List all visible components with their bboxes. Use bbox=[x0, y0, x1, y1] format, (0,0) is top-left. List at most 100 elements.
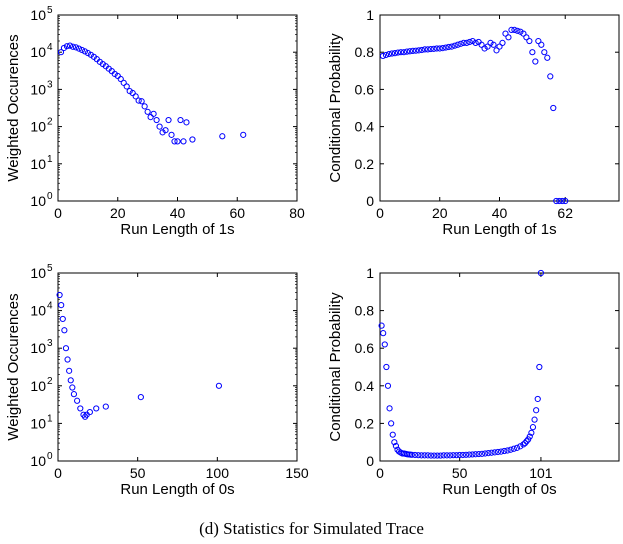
x-tick-label: 0 bbox=[376, 205, 384, 221]
data-point bbox=[381, 341, 388, 348]
y-tick-label: 0 bbox=[366, 193, 374, 209]
data-point bbox=[463, 39, 470, 47]
y-tick-label: 10 bbox=[30, 7, 46, 23]
x-axis-label: Run Length of 0s bbox=[120, 481, 234, 498]
data-point bbox=[78, 46, 86, 54]
data-point bbox=[457, 40, 464, 47]
y-axis-label: Conditional Probability bbox=[327, 33, 344, 183]
y-tick-label: 0.6 bbox=[355, 81, 375, 97]
data-point bbox=[559, 197, 566, 205]
data-point bbox=[57, 49, 65, 56]
y-tick-exponent: 3 bbox=[47, 338, 53, 349]
axes-box bbox=[379, 272, 620, 462]
axes-box bbox=[57, 272, 298, 462]
data-point bbox=[156, 123, 163, 130]
data-point bbox=[415, 47, 422, 54]
y-tick-exponent: 5 bbox=[47, 263, 53, 274]
data-point bbox=[394, 49, 402, 56]
x-axis-label: Run Length of 1s bbox=[442, 221, 556, 238]
y-tick-exponent: 1 bbox=[47, 413, 53, 424]
data-point bbox=[535, 37, 542, 45]
y-tick-exponent: 5 bbox=[47, 5, 53, 16]
y-tick-label: 10 bbox=[30, 44, 46, 60]
data-point bbox=[501, 447, 508, 455]
data-point bbox=[431, 452, 438, 459]
panel-zeros-probability: 0 50 101 0 0.2 0.4 0.6 0.8 1 Run Length of 0s Cond… bbox=[327, 265, 620, 498]
data-point bbox=[177, 116, 184, 124]
data-point bbox=[59, 315, 66, 323]
data-point bbox=[64, 356, 71, 363]
data-point bbox=[437, 452, 444, 459]
y-axis-label: Weighted Occurences bbox=[5, 293, 22, 440]
data-point bbox=[75, 45, 83, 52]
data-point bbox=[93, 405, 100, 412]
data-point bbox=[174, 138, 181, 145]
data-point bbox=[418, 452, 425, 459]
data-point bbox=[165, 116, 172, 124]
data-point bbox=[153, 116, 160, 124]
y-tick-exponent: 1 bbox=[47, 154, 53, 165]
data-point bbox=[537, 269, 545, 277]
x-tick-label: 50 bbox=[130, 465, 146, 481]
y-tick-exponent: 4 bbox=[47, 301, 53, 312]
x-tick-label: 40 bbox=[492, 205, 508, 221]
data-point bbox=[513, 444, 521, 451]
data-point bbox=[541, 49, 548, 56]
y-tick-exponent: 4 bbox=[47, 42, 53, 53]
y-tick-label: 0.6 bbox=[355, 340, 375, 356]
data-point bbox=[534, 395, 541, 403]
data-point bbox=[459, 451, 466, 459]
data-point bbox=[380, 330, 387, 337]
data-point bbox=[144, 108, 151, 115]
data-point bbox=[453, 452, 460, 459]
data-point bbox=[433, 45, 440, 52]
data-point bbox=[462, 451, 470, 458]
data-point bbox=[69, 43, 77, 50]
data-point bbox=[538, 41, 545, 48]
data-point bbox=[493, 47, 500, 54]
data-point bbox=[412, 47, 419, 54]
data-point bbox=[56, 291, 63, 299]
data-point bbox=[472, 451, 479, 458]
y-tick-label: 1 bbox=[366, 7, 374, 23]
data-point bbox=[215, 382, 223, 389]
y-tick-label: 0.2 bbox=[355, 156, 375, 172]
x-tick-label: 0 bbox=[54, 205, 62, 221]
y-tick-exponent: 2 bbox=[47, 376, 53, 387]
data-point bbox=[520, 441, 527, 448]
data-point bbox=[120, 79, 127, 86]
data-point bbox=[436, 45, 443, 52]
data-point bbox=[460, 39, 467, 47]
data-point bbox=[421, 46, 428, 53]
y-tick-label: 10 bbox=[30, 81, 46, 97]
data-point bbox=[386, 405, 393, 412]
data-point bbox=[427, 452, 435, 459]
data-point bbox=[511, 26, 518, 33]
data-point bbox=[532, 58, 539, 65]
data-point bbox=[514, 27, 521, 34]
data-point bbox=[562, 197, 569, 205]
data-point bbox=[439, 45, 446, 52]
data-point bbox=[478, 450, 486, 457]
data-point bbox=[475, 450, 482, 458]
x-axis-label: Run Length of 0s bbox=[442, 481, 556, 498]
y-tick-label: 0.8 bbox=[355, 44, 375, 60]
y-tick-label: 0.4 bbox=[355, 378, 375, 394]
x-tick-label: 101 bbox=[529, 465, 553, 481]
data-point bbox=[520, 30, 527, 37]
data-point bbox=[415, 452, 422, 459]
data-point bbox=[67, 377, 74, 384]
y-axis-label: Weighted Occurences bbox=[5, 34, 22, 181]
data-point bbox=[81, 48, 88, 55]
data-point bbox=[74, 397, 81, 404]
data-point bbox=[72, 44, 80, 51]
data-point bbox=[494, 448, 502, 456]
y-tick-label: 0.2 bbox=[355, 415, 375, 431]
data-point bbox=[466, 38, 473, 46]
data-point bbox=[138, 98, 145, 105]
x-tick-label: 0 bbox=[54, 465, 62, 481]
data-point bbox=[388, 50, 396, 57]
data-point bbox=[508, 26, 515, 33]
